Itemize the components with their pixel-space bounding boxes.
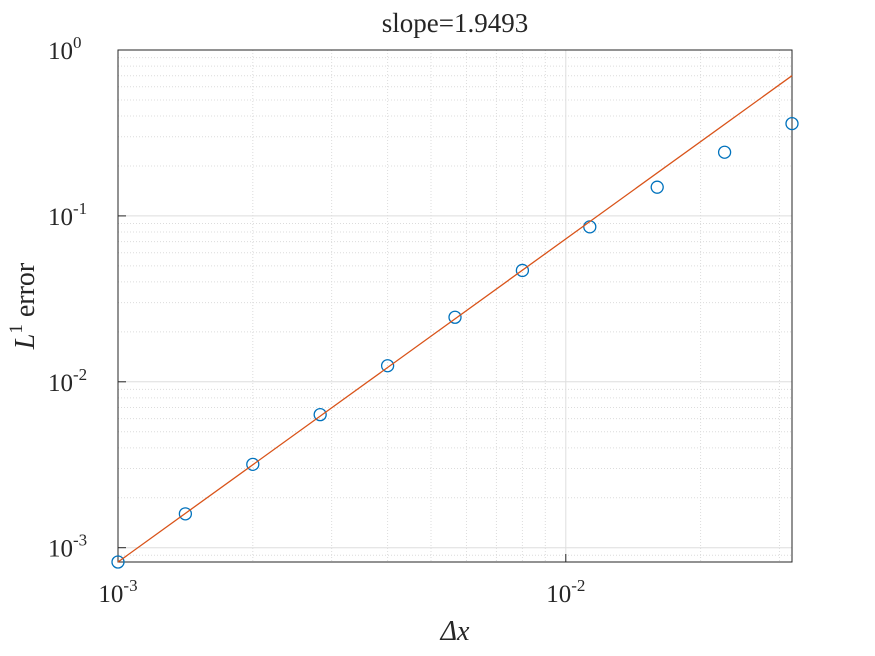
tick-base: 10	[48, 204, 73, 231]
x-tick-label: 10-2	[546, 576, 585, 608]
tick-base: 10	[48, 536, 73, 563]
fit-line	[117, 75, 793, 563]
y-tick-label: 10-3	[48, 531, 87, 563]
y-tick-label: 100	[48, 33, 82, 65]
data-point	[178, 507, 193, 521]
tick-base: 10	[546, 581, 571, 608]
tick-exponent: -3	[123, 576, 137, 595]
data-point	[717, 145, 732, 159]
tick-base: 10	[98, 581, 123, 608]
tick-base: 10	[48, 38, 73, 65]
tick-base: 10	[48, 370, 73, 397]
y-tick-label: 10-1	[48, 199, 87, 231]
tick-exponent: -3	[73, 531, 87, 550]
data-point	[313, 407, 327, 422]
plot-box	[117, 49, 793, 563]
tick-exponent: -1	[73, 199, 87, 218]
tick-exponent: -2	[571, 576, 585, 595]
y-tick-label: 10-2	[48, 365, 87, 397]
data-point	[515, 263, 530, 278]
chart-title: slope=1.9493	[382, 8, 528, 38]
data-point	[650, 180, 664, 194]
y-label-sup: 1	[6, 324, 27, 334]
y-label-text: error	[10, 262, 41, 324]
x-axis-label: Δx	[440, 616, 470, 647]
y-label-base: L	[10, 334, 41, 351]
x-tick-label: 10-3	[98, 576, 137, 608]
data-point	[246, 457, 260, 471]
data-point	[380, 359, 395, 373]
tick-exponent: -2	[73, 365, 87, 384]
data-point	[785, 116, 799, 131]
data-point	[111, 555, 125, 569]
data-point	[448, 310, 462, 324]
tick-exponent: 0	[73, 33, 82, 52]
y-axis-label: L1 error	[6, 262, 41, 350]
